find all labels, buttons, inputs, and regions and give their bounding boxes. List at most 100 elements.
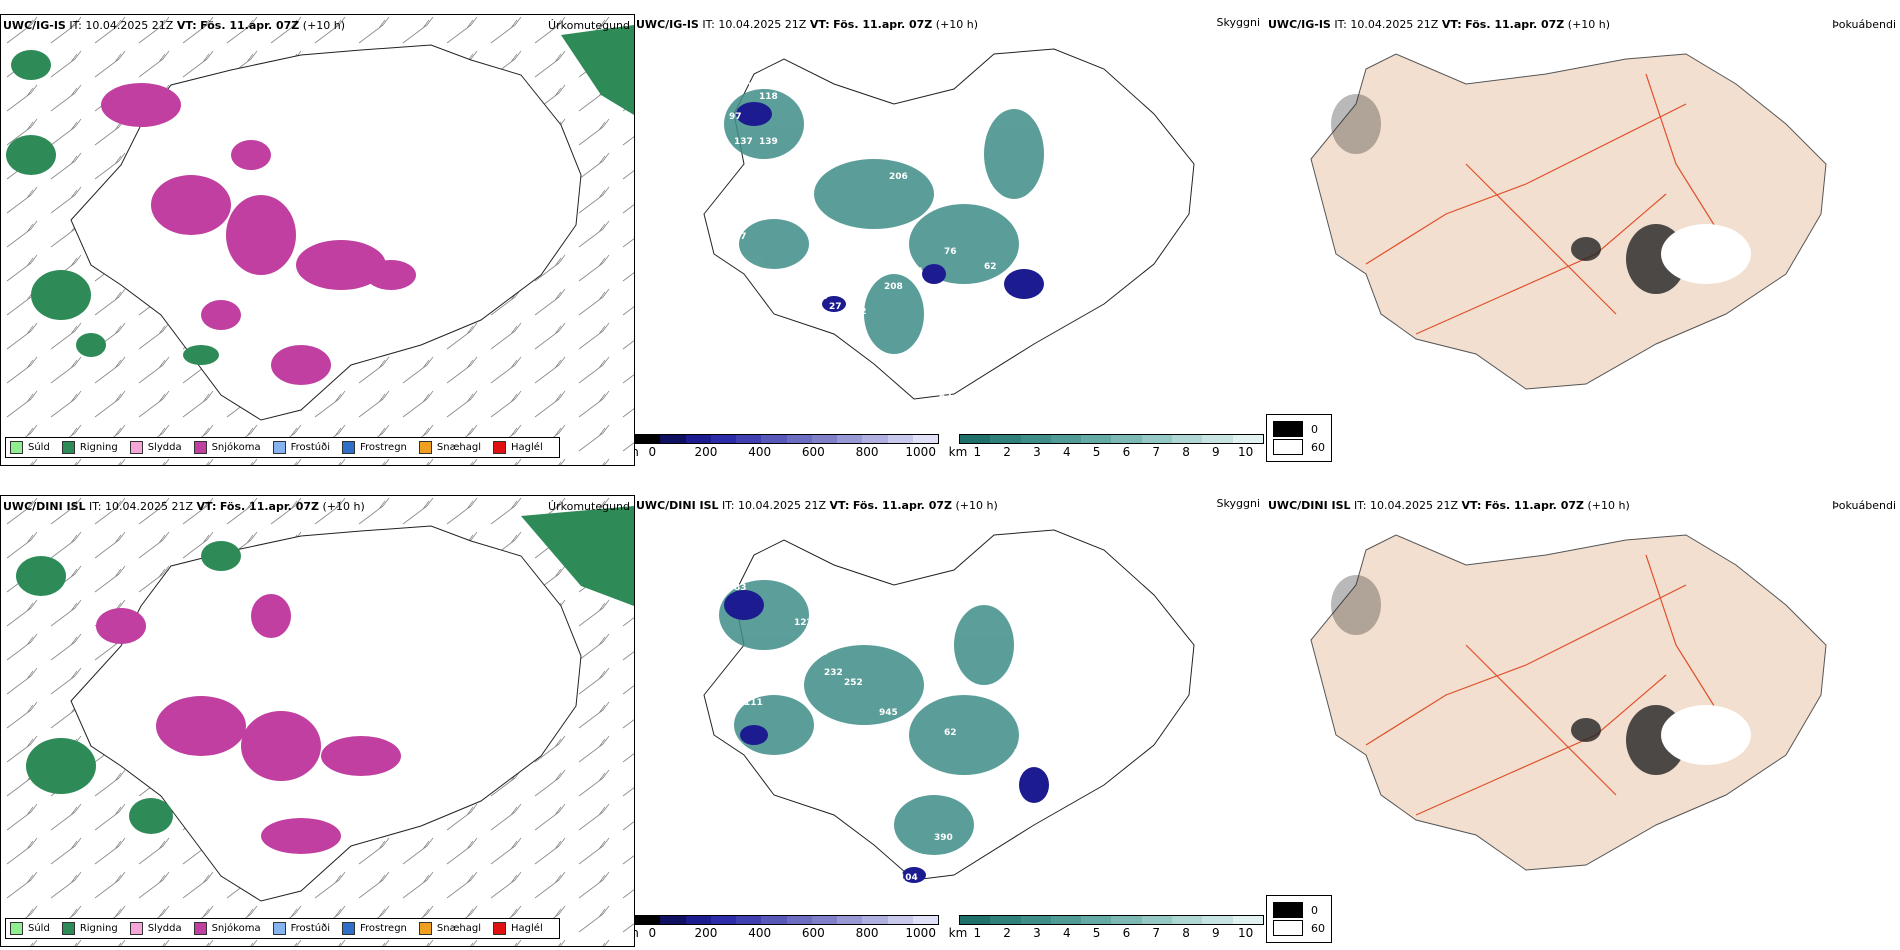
colorbar-strip — [959, 434, 1264, 444]
precip-type-panel-row2: UWC/DINI ISL IT: 10.04.2025 21Z VT: Fös.… — [0, 495, 635, 947]
legend-item: Rigning — [61, 441, 118, 454]
map-value-label: 232 — [824, 668, 843, 678]
legend-label: Snæhagl — [436, 923, 482, 934]
legend-label: Rigning — [79, 442, 118, 453]
colorbar-unit: km — [948, 926, 968, 940]
map-value-label: 181 — [734, 82, 753, 92]
fog-title: Þokuábendi — [1832, 18, 1896, 31]
legend-swatch — [61, 922, 75, 935]
colorbar-tick: 1 — [973, 926, 982, 940]
fog-title: Þokuábendi — [1832, 499, 1896, 512]
colorbar-tick: 5 — [1092, 445, 1101, 459]
colorbar-unit: m — [634, 926, 639, 940]
precip-type-panel-row1: UWC/IG-IS IT: 10.04.2025 21Z VT: Fös. 11… — [0, 14, 635, 466]
legend-item: Snjókoma — [193, 441, 261, 454]
precip-map — [1, 496, 634, 946]
fog-legend: 0 60 — [1266, 895, 1332, 943]
ceiling-map: 119 181 118 97 137 139 659 206 61 14 76 62 131 97 186 1… — [644, 48, 1195, 402]
legend-item: Súld — [10, 922, 50, 935]
legend-label: Snæhagl — [436, 442, 482, 453]
colorbar-strip — [634, 434, 939, 444]
colorbar-tick: 10 — [1238, 445, 1254, 459]
map-value-label: 120 — [899, 628, 918, 638]
legend-swatch — [193, 922, 207, 935]
legend-item: Snæhagl — [418, 441, 482, 454]
legend-item: Haglél — [493, 441, 543, 454]
map-value-label: 27 — [829, 302, 842, 312]
ceiling-vis-panel-row1: UWC/IG-IS IT: 10.04.2025 21Z VT: Fös. 11… — [634, 14, 1264, 464]
colorbar-tick: 200 — [694, 926, 718, 940]
map-value-label: 107 — [874, 753, 893, 763]
precip-type-legend: Súld Rigning Slydda Snjókoma Frostúði Frostre… — [5, 437, 560, 458]
visibility-colorbar: km 1 2 3 4 5 6 7 8 9 10 — [949, 434, 1264, 459]
fog-legend-label: 60 — [1311, 440, 1325, 454]
legend-item: Slydda — [129, 441, 182, 454]
sky-title: Skyggni — [1216, 497, 1260, 510]
legend-label: Snjókoma — [211, 923, 261, 934]
colorbar-tick: 3 — [1033, 445, 1041, 459]
colorbar-tick: 1 — [973, 445, 982, 459]
map-value-label: 659 — [784, 177, 803, 187]
legend-item: Frostúði — [272, 922, 330, 935]
map-value-label: 19 — [1044, 828, 1057, 838]
legend-label: Rigning — [79, 923, 118, 934]
legend-label: Haglél — [511, 923, 543, 934]
colorbar-tick: 6 — [1122, 445, 1131, 459]
map-value-label: 62 — [984, 262, 997, 272]
legend-item: Rigning — [61, 922, 118, 935]
legend-label: Súld — [28, 442, 50, 453]
legend-swatch — [342, 922, 355, 935]
legend-item: Frostúði — [272, 441, 330, 454]
fog-legend-label: 60 — [1311, 921, 1325, 935]
colorbar-tick: 200 — [694, 445, 718, 459]
legend-swatch — [193, 441, 207, 454]
legend-swatch — [418, 922, 432, 935]
fog-legend-label: 0 — [1311, 903, 1318, 917]
legend-label: Frostúði — [290, 923, 330, 934]
map-value-label: 137 — [734, 137, 753, 147]
colorbar-tick: 10 — [1238, 926, 1254, 940]
map-value-label: 97 — [734, 232, 747, 242]
fog-legend-item: 60 — [1273, 920, 1325, 936]
panel-header: UWC/DINI ISL IT: 10.04.2025 21Z VT: Fös.… — [636, 499, 998, 512]
map-value-label: 122 — [794, 618, 813, 628]
colorbar-tick: 2 — [1003, 926, 1011, 940]
legend-label: Frostregn — [360, 442, 407, 453]
fog-legend-swatch — [1273, 421, 1303, 437]
legend-label: Frostúði — [290, 442, 330, 453]
map-value-label: 22 — [854, 307, 867, 317]
map-value-label: 62 — [939, 392, 952, 402]
map-value-label: 151 — [869, 252, 888, 262]
map-value-label: 252 — [844, 678, 863, 688]
legend-swatch — [272, 441, 286, 454]
map-value-label: 61 — [944, 142, 957, 152]
sky-title: Skyggni — [1216, 16, 1260, 29]
colorbar-tick: 400 — [748, 445, 772, 459]
map-value-label: 208 — [884, 282, 903, 292]
colorbar-tick: 400 — [748, 926, 772, 940]
legend-label: Haglél — [511, 442, 543, 453]
legend-label: Súld — [28, 923, 50, 934]
colorbar-tick: 8 — [1182, 445, 1190, 459]
map-value-label: 104 — [809, 292, 828, 302]
ceiling-colorbar: m0 200 400 600 800 1000 — [634, 434, 939, 459]
colorbar-tick: 7 — [1152, 926, 1161, 940]
map-value-label: 97 — [729, 112, 742, 122]
colorbar-tick: 5 — [1092, 926, 1101, 940]
legend-swatch — [61, 441, 75, 454]
fog-legend: 0 60 — [1266, 414, 1332, 462]
fog-legend-item: 60 — [1273, 439, 1325, 455]
panel-header: UWC/DINI ISL IT: 10.04.2025 21Z VT: Fös.… — [1268, 499, 1630, 512]
precip-map — [1, 15, 634, 465]
legend-item: Snjókoma — [193, 922, 261, 935]
map-value-label: 493 — [924, 352, 943, 362]
map-value-label: 83 — [734, 583, 747, 593]
map-value-label: 14 — [954, 182, 967, 192]
map-value-label: 36 — [1064, 808, 1077, 818]
fog-panel-row2: UWC/DINI ISL IT: 10.04.2025 21Z VT: Fös.… — [1266, 495, 1900, 945]
legend-swatch — [493, 922, 507, 935]
fog-map — [1310, 534, 1827, 871]
map-value-label: 131 — [964, 292, 983, 302]
legend-swatch — [493, 441, 507, 454]
legend-item: Súld — [10, 441, 50, 454]
